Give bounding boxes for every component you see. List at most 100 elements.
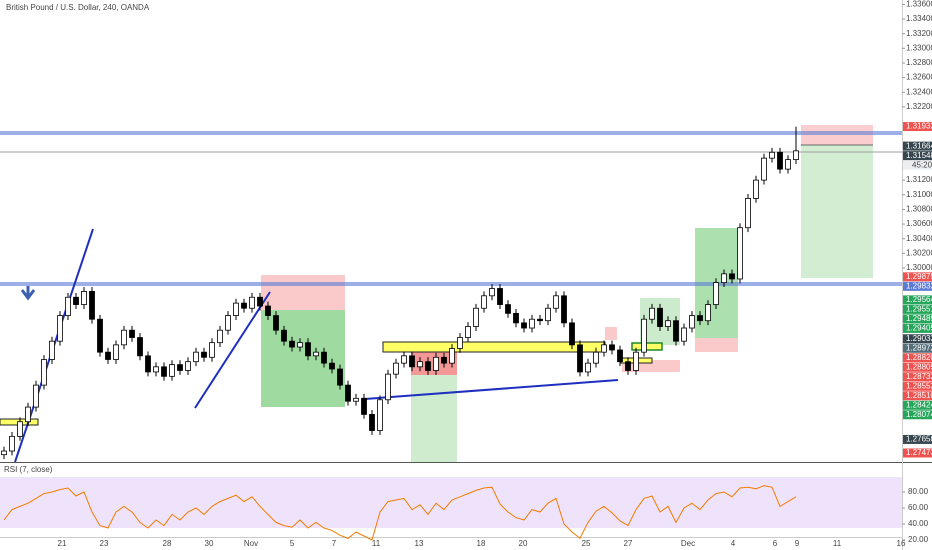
x-tick-label: Nov bbox=[244, 539, 258, 548]
price-label: 1.28972 bbox=[906, 343, 932, 352]
candle-body bbox=[673, 320, 679, 342]
candle-body bbox=[665, 320, 671, 327]
candle-body bbox=[769, 151, 775, 159]
rsi-tick-label: 40.00 bbox=[908, 519, 929, 528]
y-tick-label: 1.31000 bbox=[906, 190, 932, 199]
price-label-box bbox=[903, 122, 932, 132]
y-tick-label: 1.33600 bbox=[906, 0, 932, 9]
y-tick-label: 1.33400 bbox=[906, 14, 932, 23]
candle-body bbox=[641, 318, 647, 353]
x-tick-label: 20 bbox=[519, 539, 528, 548]
candle-body bbox=[705, 304, 711, 322]
price-label-box bbox=[903, 151, 932, 161]
candle-body bbox=[529, 318, 535, 329]
candle-body bbox=[425, 361, 431, 371]
candle-body bbox=[137, 337, 143, 357]
candle-body bbox=[9, 435, 15, 452]
target-zone bbox=[411, 375, 457, 462]
candle-body bbox=[25, 406, 31, 423]
candle-body bbox=[729, 273, 735, 280]
candle-body bbox=[273, 315, 279, 331]
x-tick-label: 16 bbox=[897, 539, 906, 548]
candle-body bbox=[129, 329, 135, 338]
price-label-box bbox=[903, 295, 932, 305]
candle-body bbox=[153, 366, 159, 373]
candle-body bbox=[753, 179, 759, 199]
x-tick-label: 13 bbox=[415, 539, 424, 548]
price-label-box bbox=[903, 281, 932, 291]
rsi-line bbox=[3, 485, 797, 541]
candle-body bbox=[169, 364, 175, 377]
candle-body bbox=[241, 302, 247, 309]
y-tick-label: 1.32200 bbox=[906, 102, 932, 111]
candle-body bbox=[625, 361, 631, 371]
candle-body bbox=[601, 344, 607, 353]
candle-body bbox=[17, 421, 23, 437]
candle-body bbox=[353, 397, 359, 402]
y-tick-label: 1.30200 bbox=[906, 248, 932, 257]
x-tick-label: 18 bbox=[477, 539, 486, 548]
candle-body bbox=[201, 351, 207, 358]
candle-body bbox=[513, 312, 519, 324]
candle-body bbox=[233, 302, 239, 316]
candle-body bbox=[33, 384, 39, 408]
price-label: 1.29489 bbox=[906, 314, 932, 323]
candle-body bbox=[721, 273, 727, 284]
candle-body bbox=[777, 151, 783, 170]
candle-body bbox=[249, 296, 255, 309]
candle-body bbox=[401, 355, 407, 364]
y-tick-label: 1.33200 bbox=[906, 29, 932, 38]
x-tick-label: Dec bbox=[681, 539, 695, 548]
price-label: 1.28552 bbox=[906, 381, 932, 390]
y-tick-label: 1.30000 bbox=[906, 263, 932, 272]
price-label-box bbox=[903, 391, 932, 401]
candle-body bbox=[1, 450, 7, 456]
candle-body bbox=[305, 342, 311, 357]
x-tick-label: 30 bbox=[205, 539, 214, 548]
candle-body bbox=[577, 344, 583, 373]
price-label-box bbox=[903, 323, 932, 333]
candle-body bbox=[593, 351, 599, 364]
candle-body bbox=[497, 288, 503, 305]
candle-body bbox=[377, 399, 383, 431]
y-tick-label: 1.31200 bbox=[906, 175, 932, 184]
price-label: 1.28510 bbox=[906, 391, 932, 400]
price-label-box bbox=[903, 141, 932, 151]
y-tick-label: 1.32600 bbox=[906, 73, 932, 82]
price-label: 1.28424 bbox=[906, 400, 932, 409]
candle-body bbox=[177, 364, 183, 371]
candle-body bbox=[369, 414, 375, 431]
price-label-box bbox=[903, 448, 932, 458]
candle-body bbox=[569, 322, 575, 346]
price-label-box bbox=[903, 381, 932, 391]
candle-body bbox=[409, 355, 415, 368]
countdown-box bbox=[903, 160, 932, 170]
x-tick-label: 11 bbox=[372, 539, 381, 548]
candle-body bbox=[57, 315, 63, 342]
candle-body bbox=[289, 340, 295, 348]
candle-body bbox=[361, 397, 367, 415]
candle-body bbox=[545, 307, 551, 322]
candle-body bbox=[737, 227, 743, 280]
candle-body bbox=[745, 198, 751, 229]
candle-body bbox=[761, 157, 767, 181]
candle-body bbox=[505, 304, 511, 314]
candle-body bbox=[713, 282, 719, 305]
y-tick-label: 1.30400 bbox=[906, 234, 932, 243]
candle-body bbox=[609, 344, 615, 351]
candle-body bbox=[225, 315, 231, 331]
price-label: 1.28732 bbox=[906, 372, 932, 381]
candle-body bbox=[649, 307, 655, 320]
candle-body bbox=[257, 296, 263, 307]
candle-body bbox=[345, 384, 351, 402]
chart-title: British Pound / U.S. Dollar, 240, OANDA bbox=[6, 3, 150, 12]
y-tick-label: 1.33000 bbox=[906, 43, 932, 52]
x-tick-label: 4 bbox=[731, 539, 736, 548]
candle-body bbox=[681, 327, 687, 342]
candle-body bbox=[313, 351, 319, 357]
candle-body bbox=[657, 307, 663, 327]
candle-body bbox=[297, 342, 303, 348]
x-tick-label: 5 bbox=[290, 539, 295, 548]
